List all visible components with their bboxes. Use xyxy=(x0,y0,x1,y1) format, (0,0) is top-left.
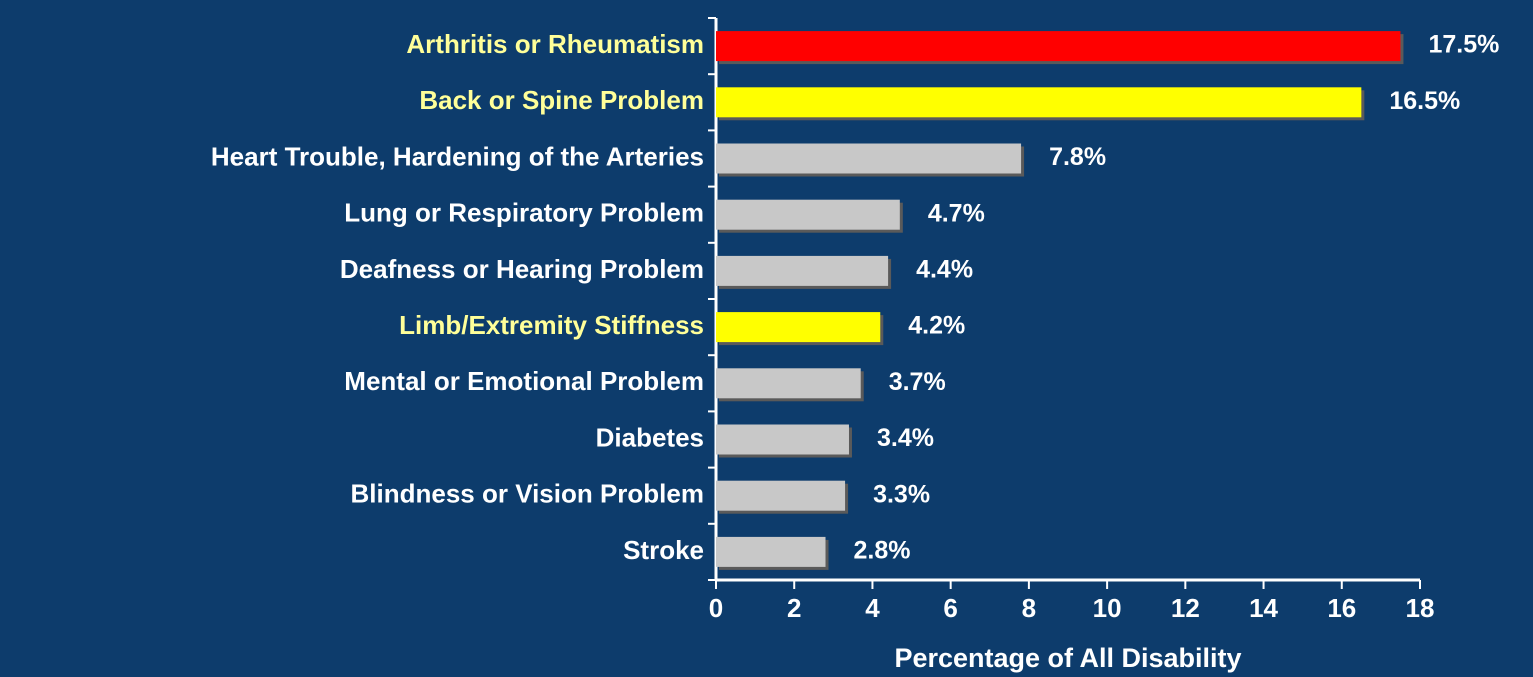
y-tick-label: Diabetes xyxy=(596,422,704,452)
x-tick-label: 0 xyxy=(709,593,723,623)
x-tick-label: 8 xyxy=(1022,593,1036,623)
bar xyxy=(716,143,1022,174)
y-tick-label: Stroke xyxy=(623,535,704,565)
value-label: 4.4% xyxy=(916,256,973,284)
value-label: 4.2% xyxy=(908,312,965,340)
value-label: 17.5% xyxy=(1428,31,1499,59)
y-tick-label: Heart Trouble, Hardening of the Arteries xyxy=(211,141,704,171)
x-tick-label: 4 xyxy=(865,593,880,623)
bar xyxy=(716,199,900,230)
x-tick-label: 14 xyxy=(1249,593,1278,623)
y-tick-label: Limb/Extremity Stiffness xyxy=(399,310,704,340)
value-label: 7.8% xyxy=(1049,143,1106,171)
x-tick-label: 6 xyxy=(943,593,957,623)
value-label: 16.5% xyxy=(1389,87,1460,115)
value-label: 3.7% xyxy=(889,368,946,396)
bar xyxy=(716,255,889,286)
y-tick-label: Blindness or Vision Problem xyxy=(351,479,705,509)
value-label: 3.3% xyxy=(873,480,930,508)
bar xyxy=(716,424,849,455)
y-tick-label: Arthritis or Rheumatism xyxy=(406,29,704,59)
y-tick-label: Deafness or Hearing Problem xyxy=(340,254,704,284)
bar xyxy=(716,480,846,511)
y-tick-label: Lung or Respiratory Problem xyxy=(344,198,704,228)
bar xyxy=(716,312,881,343)
bar xyxy=(716,536,826,567)
x-axis-label: Percentage of All Disability xyxy=(894,643,1241,673)
x-tick-label: 18 xyxy=(1406,593,1435,623)
x-tick-label: 12 xyxy=(1171,593,1200,623)
x-tick-label: 10 xyxy=(1093,593,1122,623)
x-tick-label: 2 xyxy=(787,593,801,623)
value-label: 3.4% xyxy=(877,424,934,452)
bar xyxy=(716,368,861,399)
x-tick-label: 16 xyxy=(1327,593,1356,623)
y-tick-label: Back or Spine Problem xyxy=(419,85,704,115)
value-label: 2.8% xyxy=(854,537,911,565)
bar xyxy=(716,87,1362,118)
y-tick-label: Mental or Emotional Problem xyxy=(344,366,704,396)
value-label: 4.7% xyxy=(928,199,985,227)
bar xyxy=(716,31,1401,62)
